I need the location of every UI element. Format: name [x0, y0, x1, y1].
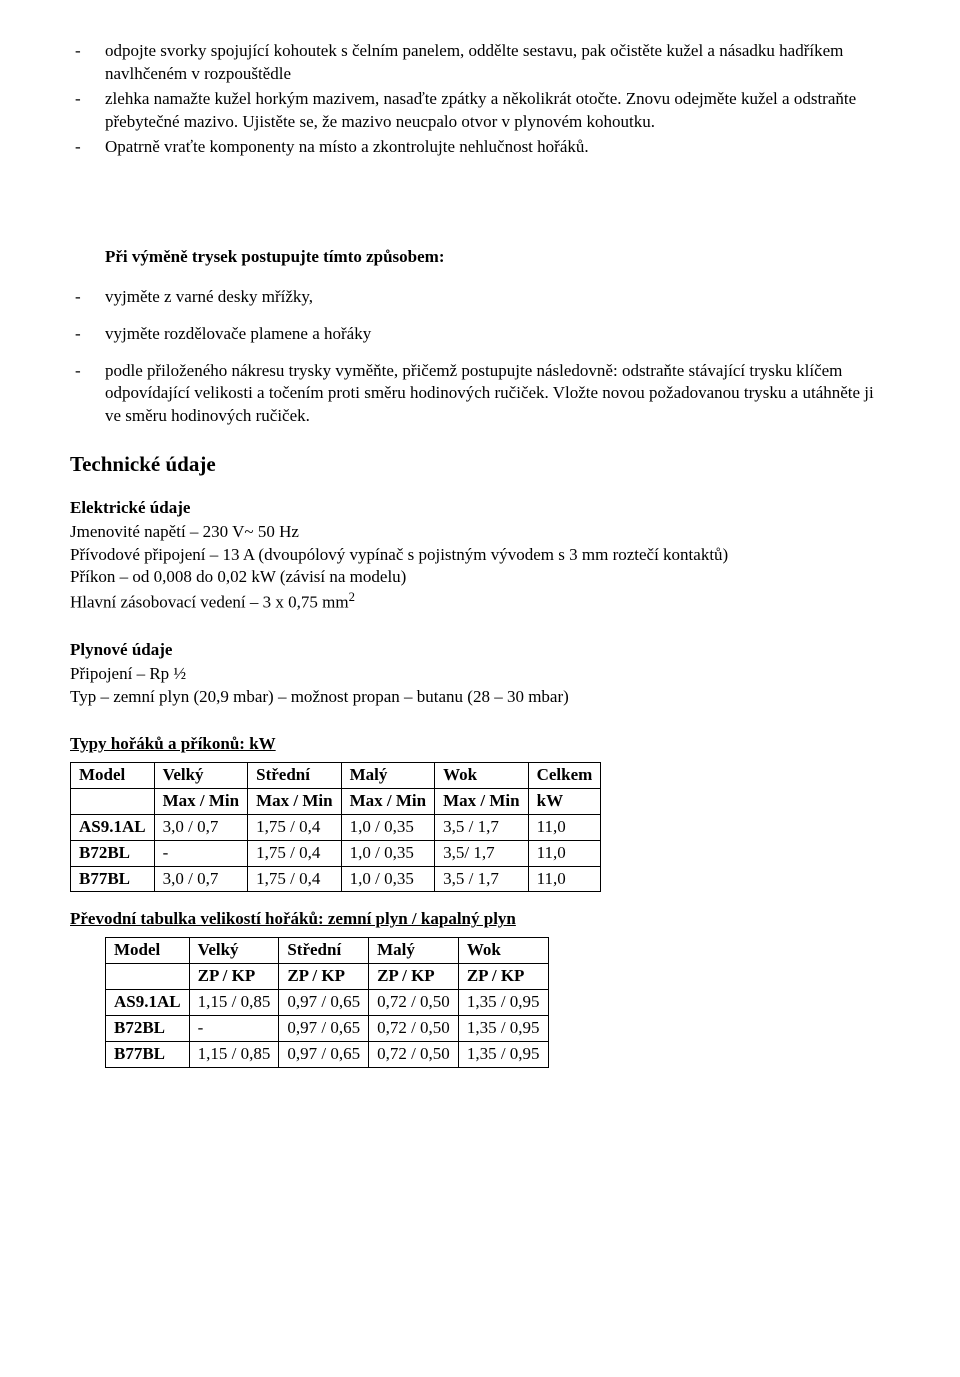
table-cell	[106, 964, 190, 990]
table-header-cell: Střední	[279, 938, 369, 964]
table-row: B77BL 1,15 / 0,85 0,97 / 0,65 0,72 / 0,5…	[106, 1042, 549, 1068]
table-cell	[71, 788, 155, 814]
table-cell: 1,35 / 0,95	[458, 1042, 548, 1068]
table-cell: AS9.1AL	[71, 814, 155, 840]
table-cell: 3,0 / 0,7	[154, 866, 248, 892]
table-cell: 0,97 / 0,65	[279, 990, 369, 1016]
list-item: zlehka namažte kužel horkým mazivem, nas…	[70, 88, 890, 134]
list-item: podle přiloženého nákresu trysky vyměňte…	[70, 360, 890, 429]
table-cell: ZP / KP	[189, 964, 279, 990]
table-cell: 1,75 / 0,4	[248, 840, 342, 866]
table-cell: B77BL	[106, 1042, 190, 1068]
table-cell: 1,75 / 0,4	[248, 814, 342, 840]
top-instruction-list: odpojte svorky spojující kohoutek s čeln…	[70, 40, 890, 159]
table-row: B72BL - 1,75 / 0,4 1,0 / 0,35 3,5/ 1,7 1…	[71, 840, 601, 866]
table-header-cell: Wok	[458, 938, 548, 964]
table-cell: 1,35 / 0,95	[458, 990, 548, 1016]
table-cell: AS9.1AL	[106, 990, 190, 1016]
list-item: vyjměte z varné desky mřížky,	[70, 286, 890, 309]
table-cell: 1,15 / 0,85	[189, 990, 279, 1016]
table-cell: 11,0	[528, 814, 601, 840]
mains-text: Hlavní zásobovací vedení – 3 x 0,75 mm	[70, 593, 349, 612]
table-cell: B72BL	[71, 840, 155, 866]
table-row: B77BL 3,0 / 0,7 1,75 / 0,4 1,0 / 0,35 3,…	[71, 866, 601, 892]
table-subheader-row: ZP / KP ZP / KP ZP / KP ZP / KP	[106, 964, 549, 990]
table-header-cell: Velký	[154, 762, 248, 788]
electrical-line-mains: Hlavní zásobovací vedení – 3 x 0,75 mm2	[70, 589, 890, 615]
table-cell: kW	[528, 788, 601, 814]
table-cell: 1,0 / 0,35	[341, 840, 435, 866]
table-cell: 0,72 / 0,50	[369, 1016, 459, 1042]
mains-exponent: 2	[349, 590, 355, 604]
table-cell: 3,5 / 1,7	[435, 814, 529, 840]
table-cell: 0,97 / 0,65	[279, 1016, 369, 1042]
table-subheader-row: Max / Min Max / Min Max / Min Max / Min …	[71, 788, 601, 814]
table-cell: 3,0 / 0,7	[154, 814, 248, 840]
table-row: AS9.1AL 3,0 / 0,7 1,75 / 0,4 1,0 / 0,35 …	[71, 814, 601, 840]
nozzle-heading: Při výměně trysek postupujte tímto způso…	[70, 246, 890, 269]
gas-line: Připojení – Rp ½	[70, 663, 890, 686]
electrical-line: Přívodové připojení – 13 A (dvoupólový v…	[70, 544, 890, 567]
table-row: AS9.1AL 1,15 / 0,85 0,97 / 0,65 0,72 / 0…	[106, 990, 549, 1016]
table-cell: 1,35 / 0,95	[458, 1016, 548, 1042]
electrical-heading: Elektrické údaje	[70, 497, 890, 520]
table-cell: 1,0 / 0,35	[341, 866, 435, 892]
table-cell: 3,5/ 1,7	[435, 840, 529, 866]
table-cell: B77BL	[71, 866, 155, 892]
table-cell: Max / Min	[341, 788, 435, 814]
list-item: Opatrně vraťte komponenty na místo a zko…	[70, 136, 890, 159]
table-cell: B72BL	[106, 1016, 190, 1042]
list-item: odpojte svorky spojující kohoutek s čeln…	[70, 40, 890, 86]
table-cell: Max / Min	[154, 788, 248, 814]
nozzle-steps-list: vyjměte z varné desky mřížky, vyjměte ro…	[70, 286, 890, 429]
table-cell: -	[154, 840, 248, 866]
gas-line: Typ – zemní plyn (20,9 mbar) – možnost p…	[70, 686, 890, 709]
table-header-cell: Velký	[189, 938, 279, 964]
table-cell: Max / Min	[248, 788, 342, 814]
table-header-row: Model Velký Střední Malý Wok	[106, 938, 549, 964]
table-cell: 0,72 / 0,50	[369, 990, 459, 1016]
tech-heading: Technické údaje	[70, 450, 890, 478]
table-header-cell: Střední	[248, 762, 342, 788]
table-cell: 1,15 / 0,85	[189, 1042, 279, 1068]
burner-table-heading: Typy hořáků a příkonů: kW	[70, 733, 890, 756]
table-cell: ZP / KP	[279, 964, 369, 990]
table-cell: ZP / KP	[458, 964, 548, 990]
table-header-row: Model Velký Střední Malý Wok Celkem	[71, 762, 601, 788]
table-cell: 0,97 / 0,65	[279, 1042, 369, 1068]
table-cell: ZP / KP	[369, 964, 459, 990]
table-cell: -	[189, 1016, 279, 1042]
table-cell: 11,0	[528, 866, 601, 892]
table-header-cell: Celkem	[528, 762, 601, 788]
table-header-cell: Model	[71, 762, 155, 788]
table-cell: 1,0 / 0,35	[341, 814, 435, 840]
table-cell: 1,75 / 0,4	[248, 866, 342, 892]
burner-table: Model Velký Střední Malý Wok Celkem Max …	[70, 762, 601, 893]
table-cell: 11,0	[528, 840, 601, 866]
table-row: B72BL - 0,97 / 0,65 0,72 / 0,50 1,35 / 0…	[106, 1016, 549, 1042]
table-cell: 0,72 / 0,50	[369, 1042, 459, 1068]
electrical-line: Jmenovité napětí – 230 V~ 50 Hz	[70, 521, 890, 544]
table-cell: 3,5 / 1,7	[435, 866, 529, 892]
table-header-cell: Malý	[369, 938, 459, 964]
list-item: vyjměte rozdělovače plamene a hořáky	[70, 323, 890, 346]
table-header-cell: Malý	[341, 762, 435, 788]
gas-heading: Plynové údaje	[70, 639, 890, 662]
conversion-table-heading: Převodní tabulka velikostí hořáků: zemní…	[70, 908, 890, 931]
table-header-cell: Model	[106, 938, 190, 964]
table-header-cell: Wok	[435, 762, 529, 788]
table-cell: Max / Min	[435, 788, 529, 814]
electrical-line: Příkon – od 0,008 do 0,02 kW (závisí na …	[70, 566, 890, 589]
conversion-table: Model Velký Střední Malý Wok ZP / KP ZP …	[105, 937, 549, 1068]
